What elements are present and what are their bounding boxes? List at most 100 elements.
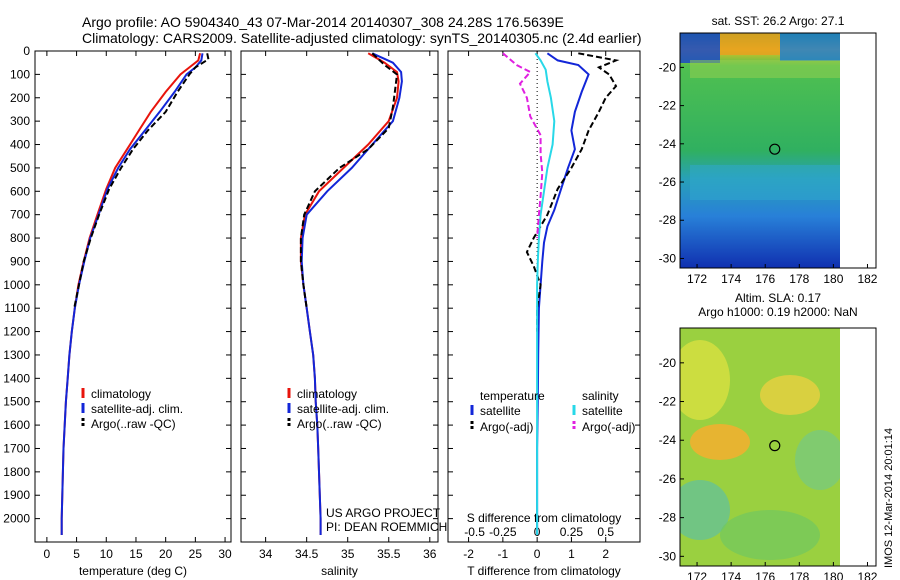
x-tick-label: 1 [568,547,575,561]
x-tick-label: -2 [463,547,474,561]
map-frame [679,32,877,269]
sst-patch-nw [680,33,720,63]
plot-frame [34,50,232,543]
series-line [502,52,544,239]
argo-position-marker [769,143,781,155]
legend-label: climatology [91,387,151,401]
map-y-tick-label: -26 [659,175,677,189]
map-x-tick-label: 182 [857,570,877,580]
x-tick-label: 15 [129,547,143,561]
map-title: Altim. SLA: 0.17 [735,291,821,305]
annotation-text: US ARGO PROJECT [326,506,441,520]
annotation-text: PI: DEAN ROEMMICH [326,520,447,534]
legend-label: satellite-adj. clim. [91,402,183,416]
depth-tick-label: 700 [10,208,30,222]
x-tick-label: 10 [100,547,114,561]
sst-band [690,60,840,78]
argo-position-marker [769,440,781,452]
plot-frame [240,50,439,543]
depth-tick-label: 500 [10,161,30,175]
map-x-tick-label: 176 [755,272,775,286]
series-line [60,53,202,535]
plot-frame [447,50,641,543]
depth-tick-label: 1900 [3,488,30,502]
sst-map-panel: 172 174 176 178 180 182 -20 -22 -24 -26 -28 -30 sat.… [659,14,878,286]
sla-blob-1 [680,340,730,420]
depth-tick-label: 1700 [3,441,30,455]
depth-tick-label: 1100 [4,301,30,315]
x-axis-label: T difference from climatology [467,564,621,578]
x-tick-label: 25 [189,547,203,561]
depth-tick-labels: 0 100 200 300 400 500 600 700 800 900 1000 1100 1200… [3,44,30,526]
legend-label: satellite [582,404,623,418]
legend-title-temperature: temperature [480,389,545,403]
legend-label: Argo(-adj) [582,420,635,434]
map-y-tick-label: -20 [659,60,677,74]
x-tick-label: 34 [259,547,273,561]
legend-label: climatology [297,387,357,401]
legend-label: Argo(..raw -QC) [297,417,382,431]
x-tick-label: 34.5 [295,547,319,561]
map-y-tick-label: -22 [659,99,677,113]
series-line [300,52,403,535]
map-x-tick-label: 180 [823,570,843,580]
series-line [73,53,210,309]
x-tick-label: 2 [602,547,609,561]
map-x-tick-label: 178 [789,570,809,580]
map-y-tick-label: -30 [659,251,677,265]
sla-blob-3 [720,510,820,560]
x-tick-label: 0 [44,547,51,561]
sla-blob-2 [760,375,820,415]
depth-tick-label: 1200 [3,325,30,339]
map-subtitle: Argo h1000: 0.19 h2000: NaN [698,305,857,319]
depth-tick-label: 0 [23,44,30,58]
sst-band-2 [690,165,840,200]
depth-tick-label: 100 [10,67,30,81]
secondary-x-label: S difference from climatology [467,511,622,525]
series-line [525,52,620,332]
map-y-tick-label: -28 [659,511,677,525]
imos-watermark: IMOS 12-Mar-2014 20:01:14 [883,428,895,568]
header-line-2: Climatology: CARS2009. Satellite-adjuste… [82,30,642,46]
depth-tick-label: 800 [10,231,30,245]
secondary-tick-label: 0.5 [597,525,614,539]
map-x-tick-label: 172 [687,272,707,286]
map-x-tick-label: 174 [721,272,741,286]
depth-tick-label: 1500 [3,395,30,409]
map-y-tick-label: -26 [659,472,677,486]
x-tick-label: 35.5 [377,547,401,561]
legend-label: Argo(-adj) [480,420,533,434]
series-line [60,53,204,535]
depth-tick-label: 300 [10,114,30,128]
temperature-panel: 0 5 10 15 20 25 30 temperature (deg C) climatolo… [34,50,232,578]
x-tick-label: 5 [73,547,80,561]
header-line-1: Argo profile: AO 5904340_43 07-Mar-2014 … [82,14,564,30]
x-tick-label: 36 [423,547,437,561]
depth-tick-label: 900 [10,254,30,268]
series-line [299,52,399,309]
map-y-tick-label: -22 [659,395,677,409]
map-x-tick-label: 182 [857,272,877,286]
depth-tick-label: 1000 [3,278,30,292]
secondary-tick-label: -0.25 [489,525,517,539]
x-tick-label: 35 [341,547,355,561]
map-y-tick-label: -30 [659,549,677,563]
sla-blob-cool [680,480,730,540]
x-axis-label: temperature (deg C) [79,564,187,578]
legend-title-salinity: salinity [582,389,619,403]
map-frame [679,327,877,567]
x-tick-label: -1 [498,547,509,561]
secondary-tick-label: -0.5 [464,525,485,539]
sla-blob-4 [795,430,840,490]
legend-label: satellite-adj. clim. [297,402,389,416]
x-axis-label: salinity [321,564,358,578]
map-x-tick-label: 180 [823,272,843,286]
difference-panel: -2 -1 0 1 2-0.5 -0.25 0 0.25 0.5S difference fro… [447,50,641,578]
x-tick-label: 0 [534,547,541,561]
map-x-tick-label: 176 [755,570,775,580]
map-x-tick-label: 174 [721,570,741,580]
sla-blob-warm [690,424,750,460]
sst-patch-ne [780,33,840,61]
map-y-tick-label: -28 [659,213,677,227]
depth-tick-label: 2000 [3,512,30,526]
